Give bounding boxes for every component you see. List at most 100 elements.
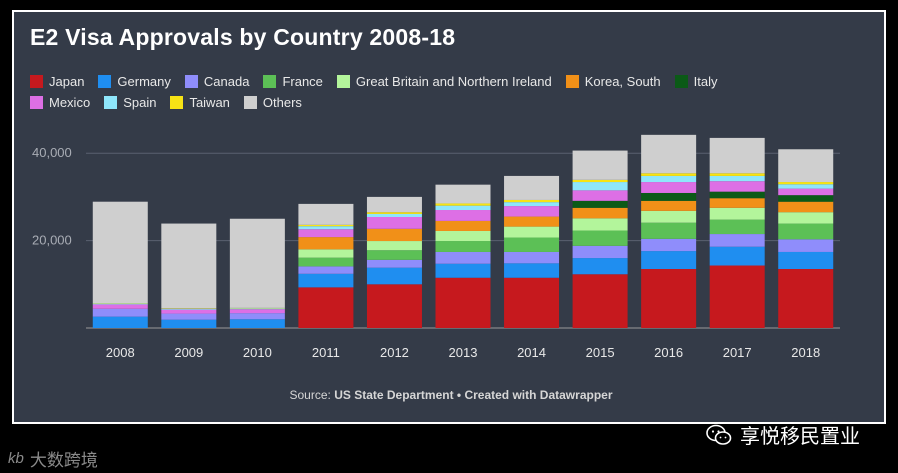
bar-segment-spain [641, 175, 697, 183]
legend-item: Others [243, 95, 302, 110]
legend-label: Germany [117, 74, 171, 89]
legend-label: Canada [203, 74, 250, 89]
bar-segment-canada [778, 239, 834, 252]
plot-area: 20,000 40,000 2008 2009 2010 2011 2012 2013 2014… [32, 134, 840, 360]
bar-segment-great-britain-and-northern-ireland [641, 210, 697, 223]
bar-segment-others [709, 137, 765, 174]
bar-segment-great-britain-and-northern-ireland [366, 241, 422, 251]
bar-segment-others [229, 218, 285, 308]
bar-segment-others [92, 201, 148, 304]
y-tick-label: 40,000 [32, 145, 72, 160]
legend-swatch [98, 75, 112, 88]
source-credit: Created with Datawrapper [464, 388, 613, 402]
legend-item: Taiwan [170, 95, 230, 110]
bar-segment-france [778, 223, 834, 240]
bar-segment-japan [572, 274, 628, 328]
bar-segment-korea-south [778, 201, 834, 213]
bar-segment-italy [709, 191, 765, 199]
legend-label: France [282, 74, 323, 89]
legend-item: Germany [98, 74, 171, 89]
legend-label: Taiwan [189, 95, 230, 110]
legend-item: Canada [184, 74, 250, 89]
bar-segment-mexico [298, 229, 354, 238]
bar-segment-japan [435, 277, 491, 328]
kb-logo-icon: kb [8, 450, 24, 467]
bar-segment-france [298, 257, 354, 267]
footer-logo-text: 大数跨境 [29, 451, 98, 470]
legend-label: Great Britain and Northern Ireland [355, 74, 552, 89]
footer-brand-watermark: 享悦移民置业 [706, 420, 860, 449]
bar-segment-mexico [366, 217, 422, 229]
legend-label: Italy [693, 74, 718, 89]
legend-label: Mexico [49, 95, 91, 110]
bar-segment-mexico [504, 206, 560, 217]
bar-segment-others [778, 149, 834, 183]
legend-swatch [104, 96, 118, 109]
bar-segment-canada [504, 251, 560, 264]
bar-segment-germany [435, 263, 491, 278]
x-tick-label: 2016 [654, 345, 683, 360]
x-tick-label: 2013 [449, 345, 478, 360]
bar-segment-spain [161, 308, 217, 310]
legend-swatch [565, 75, 579, 88]
bar-segment-others [298, 203, 354, 225]
bar-segment-mexico [572, 190, 628, 201]
legend-swatch [263, 75, 277, 88]
bar-segment-france [641, 222, 697, 239]
y-tick-label: 20,000 [32, 233, 72, 248]
legend-label: Spain [123, 95, 157, 110]
bar-segment-spain [572, 182, 628, 191]
bar-segment-great-britain-and-northern-ireland [504, 226, 560, 238]
bar-segment-korea-south [641, 200, 697, 211]
legend-item: Japan [30, 74, 84, 89]
legend-item: Korea, South [565, 74, 661, 89]
source-prefix: Source: [289, 388, 335, 402]
x-tick-label: 2012 [380, 345, 409, 360]
bar-segment-mexico [435, 210, 491, 221]
bar-segment-others [161, 223, 217, 309]
bar-segment-canada [92, 308, 148, 317]
bar-segment-germany [504, 263, 560, 278]
bar-segment-spain [504, 202, 560, 207]
source-separator: • [453, 388, 465, 402]
bar-segment-france [709, 219, 765, 235]
bar-segment-italy [778, 195, 834, 202]
bar-segment-italy [641, 192, 697, 201]
bar-segment-mexico [161, 309, 217, 314]
source-line: Source: US State Department • Created wi… [14, 388, 888, 402]
x-tick-label: 2017 [723, 345, 752, 360]
legend-item: Italy [674, 74, 718, 89]
bar-segment-great-britain-and-northern-ireland [778, 212, 834, 224]
bar-segment-others [366, 196, 422, 213]
legend: Japan Germany Canada France Great Britain an… [30, 74, 750, 110]
bar-segment-taiwan [366, 212, 422, 214]
legend-swatch [184, 75, 198, 88]
bar-segment-germany [229, 319, 285, 328]
bar-segment-germany [709, 246, 765, 266]
bar-segment-mexico [641, 182, 697, 193]
bar-segment-korea-south [709, 198, 765, 208]
legend-swatch [243, 96, 257, 109]
bar-segment-taiwan [641, 173, 697, 176]
bar-segment-korea-south [435, 220, 491, 231]
bar-segment-canada [161, 313, 217, 320]
legend-swatch [674, 75, 688, 88]
legend-label: Korea, South [584, 74, 661, 89]
legend-swatch [30, 75, 43, 88]
bar-segment-spain [92, 303, 148, 305]
chart-title: E2 Visa Approvals by Country 2008-18 [30, 24, 456, 50]
bar-segment-great-britain-and-northern-ireland [435, 230, 491, 242]
bar-segment-mexico [709, 181, 765, 192]
x-tick-label: 2010 [243, 345, 272, 360]
legend-label: Japan [49, 74, 85, 89]
bar-segment-mexico [92, 304, 148, 309]
bar-segment-japan [504, 277, 560, 328]
bar-segment-others [435, 184, 491, 204]
bar-segment-canada [641, 238, 697, 252]
bar-segment-france [435, 241, 491, 252]
bar-segment-great-britain-and-northern-ireland [298, 249, 354, 258]
bar-segment-korea-south [298, 237, 354, 250]
x-tick-label: 2015 [586, 345, 615, 360]
source-name: US State Department [334, 388, 454, 402]
bar-segment-japan [709, 265, 765, 328]
